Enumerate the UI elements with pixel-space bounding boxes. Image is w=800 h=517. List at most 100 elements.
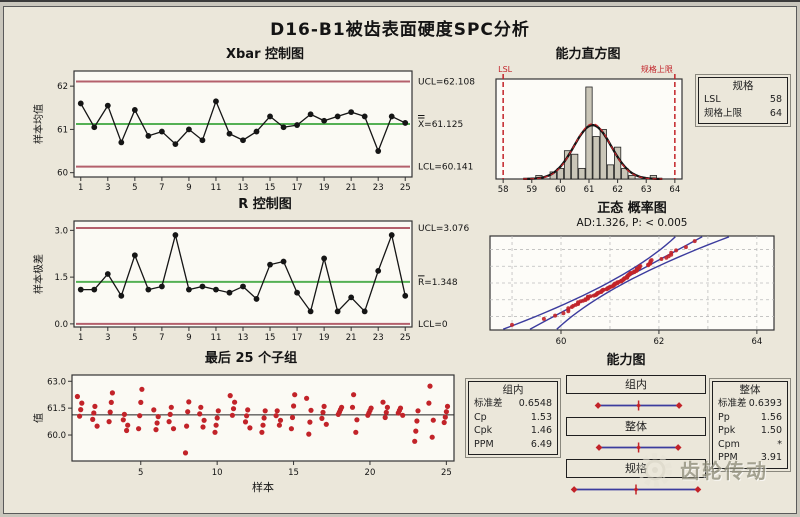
svg-text:11: 11 [211, 183, 222, 193]
svg-text:17: 17 [292, 183, 303, 193]
svg-text:63: 63 [641, 185, 652, 195]
svg-text:61: 61 [57, 125, 68, 135]
r-chart-panel: R 控制图 0.0 1.5 3.0 1 3 5 7 9 11 13 15 17 19 21 23 25 UCL=… [30, 197, 500, 347]
svg-text:60: 60 [555, 185, 566, 195]
spec-box-rows: LSL 58 规格上限 64 [699, 93, 787, 120]
svg-text:62: 62 [57, 82, 68, 92]
svg-text:UCL=62.108: UCL=62.108 [418, 77, 475, 87]
within-interval-label: 组内 [566, 375, 706, 394]
xbar-chart-panel: Xbar 控制图 60 61 62 1 3 5 7 9 11 13 15 17 19 21 23 25 UCL=… [30, 47, 500, 197]
svg-text:规格上限: 规格上限 [641, 64, 673, 74]
svg-text:23: 23 [373, 333, 384, 343]
last25-panel: 最后 25 个子组 60.0 61.5 63.0 5 10 15 20 25 样本 值 [26, 351, 476, 495]
svg-text:1: 1 [78, 333, 83, 343]
stat-row: 规格上限 64 [704, 107, 782, 119]
svg-text:3: 3 [105, 333, 110, 343]
spec-box-title: 规格 [732, 80, 754, 92]
stat-row: Cp 1.53 [474, 411, 552, 423]
stat-row: Cpk 1.46 [474, 425, 552, 436]
svg-text:25: 25 [400, 333, 411, 343]
overall-stats-title: 整体 [739, 384, 761, 396]
svg-text:7: 7 [159, 333, 164, 343]
svg-text:LCL=0: LCL=0 [418, 320, 448, 330]
r-chart-canvas: 0.0 1.5 3.0 1 3 5 7 9 11 13 15 17 19 21 23 25 UCL=3.076 L… [30, 213, 500, 347]
prob-plot-canvas: 60 62 64 [482, 230, 782, 348]
svg-text:21: 21 [346, 183, 357, 193]
svg-text:60: 60 [556, 337, 567, 347]
svg-text:20: 20 [365, 468, 376, 478]
svg-text:5: 5 [132, 333, 137, 343]
within-stats-box: 组内 标准差 0.6548 Cp 1.53 Cpk 1.46 PPM 6.49 [468, 381, 558, 455]
within-interval [566, 394, 706, 417]
overall-interval [566, 436, 706, 459]
svg-text:11: 11 [211, 333, 222, 343]
svg-text:3.0: 3.0 [54, 226, 68, 236]
overall-stats-box: 整体 标准差 0.6393 Pp 1.56 Ppk 1.50 Cpm * PPM 3.91 [712, 381, 788, 469]
stat-row: 标准差 0.6393 [718, 398, 782, 409]
svg-text:值: 值 [32, 413, 45, 423]
stat-row: LSL 58 [704, 94, 782, 105]
svg-text:1: 1 [78, 183, 83, 193]
svg-text:58: 58 [498, 185, 509, 195]
last25-title: 最后 25 个子组 [204, 351, 298, 366]
svg-text:样本均值: 样本均值 [32, 104, 45, 144]
stat-row: Ppk 1.50 [718, 425, 782, 436]
gear-icon [638, 453, 672, 487]
svg-text:R=1.348: R=1.348 [418, 278, 458, 288]
within-stats-rows: 标准差 0.6548 Cp 1.53 Cpk 1.46 PPM 6.49 [469, 397, 557, 451]
svg-text:17: 17 [292, 333, 303, 343]
svg-text:23: 23 [373, 183, 384, 193]
report-frame: D16-B1被齿表面硬度SPC分析 Xbar 控制图 60 61 62 1 3 5 7 9 11… [3, 6, 797, 514]
svg-text:X=61.125: X=61.125 [418, 120, 463, 130]
svg-text:样本: 样本 [252, 480, 274, 494]
svg-text:9: 9 [186, 183, 191, 193]
spec-box: 规格 LSL 58 规格上限 64 [698, 77, 788, 124]
histogram-title: 能力直方图 [555, 47, 621, 62]
svg-text:62: 62 [654, 337, 665, 347]
overall-stats-rows: 标准差 0.6393 Pp 1.56 Ppk 1.50 Cpm * PPM 3.91 [713, 397, 787, 465]
svg-text:LCL=60.141: LCL=60.141 [418, 163, 473, 173]
svg-text:25: 25 [441, 468, 452, 478]
r-chart-title: R 控制图 [238, 197, 292, 212]
prob-plot-subtitle: AD:1.326, P: < 0.005 [576, 217, 688, 229]
svg-text:19: 19 [319, 183, 330, 193]
last25-canvas: 60.0 61.5 63.0 5 10 15 20 25 样本 值 [26, 367, 476, 495]
svg-text:15: 15 [265, 183, 276, 193]
svg-text:样本极差: 样本极差 [32, 254, 45, 294]
histogram-panel: 能力直方图 LSL 规格上限 58 59 60 61 62 63 64 [482, 47, 694, 205]
stat-row: PPM 6.49 [474, 438, 552, 450]
svg-text:19: 19 [319, 333, 330, 343]
stat-row: Pp 1.56 [718, 411, 782, 423]
watermark-text: 齿轮传动 [680, 459, 768, 483]
svg-text:10: 10 [212, 468, 223, 478]
prob-plot-panel: 正态 概率图 AD:1.326, P: < 0.005 60 62 64 [482, 201, 782, 348]
svg-text:63.0: 63.0 [47, 377, 66, 387]
overall-interval-label: 整体 [566, 417, 706, 436]
capability-title: 能力图 [606, 353, 646, 368]
svg-text:1.5: 1.5 [54, 273, 68, 283]
svg-text:9: 9 [186, 333, 191, 343]
svg-text:5: 5 [132, 183, 137, 193]
svg-text:13: 13 [238, 333, 249, 343]
stat-row: 标准差 0.6548 [474, 398, 552, 409]
svg-text:60.0: 60.0 [47, 431, 66, 441]
svg-text:64: 64 [751, 337, 762, 347]
page-title: D16-B1被齿表面硬度SPC分析 [270, 20, 530, 40]
svg-text:62: 62 [612, 185, 623, 195]
svg-text:UCL=3.076: UCL=3.076 [418, 224, 469, 234]
capability-panel: 能力图 组内 标准差 0.6548 Cp 1.53 Cpk 1.46 PPM 6.49 组内 … [464, 353, 788, 511]
within-stats-title: 组内 [502, 384, 524, 396]
spec-interval [566, 478, 706, 501]
histogram-canvas: LSL 规格上限 58 59 60 61 62 63 64 [482, 63, 694, 205]
svg-text:0.0: 0.0 [54, 320, 68, 330]
prob-plot-title: 正态 概率图 [597, 201, 667, 216]
svg-text:15: 15 [265, 333, 276, 343]
svg-text:60: 60 [57, 169, 68, 179]
svg-text:21: 21 [346, 333, 357, 343]
xbar-chart-title: Xbar 控制图 [225, 47, 305, 62]
stat-row: Cpm * [718, 438, 782, 450]
stat-row: PPM 3.91 [718, 452, 782, 463]
svg-text:13: 13 [238, 183, 249, 193]
svg-text:LSL: LSL [498, 65, 513, 74]
